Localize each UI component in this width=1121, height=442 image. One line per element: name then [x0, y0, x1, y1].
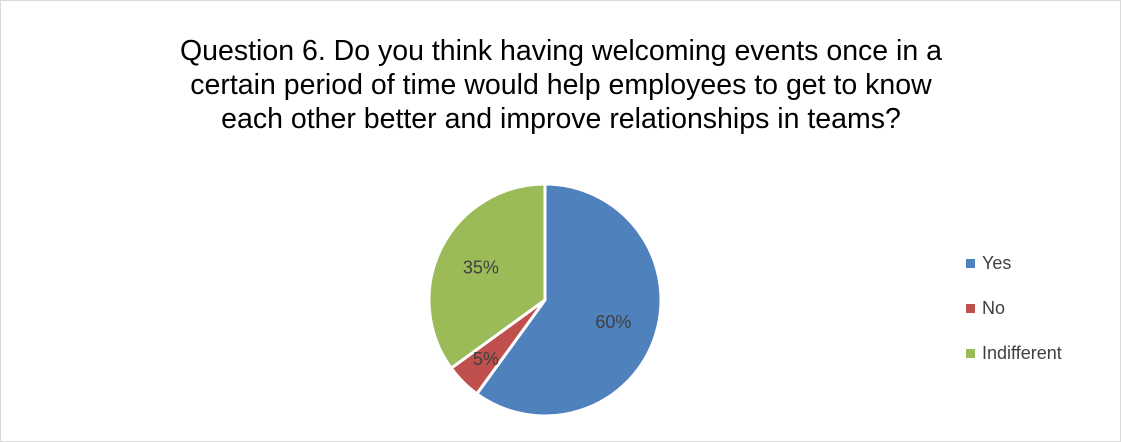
legend-swatch-no: [966, 304, 975, 313]
data-label-no: 5%: [473, 349, 499, 369]
pie-slice-indifferent: [427, 182, 547, 370]
data-label-indifferent: 35%: [463, 257, 499, 277]
legend: Yes No Indifferent: [966, 241, 1062, 376]
legend-item-yes: Yes: [966, 241, 1062, 286]
pie-slice-yes: [475, 182, 663, 418]
legend-item-indifferent: Indifferent: [966, 331, 1062, 376]
legend-label-yes: Yes: [982, 253, 1012, 273]
data-label-yes: 60%: [595, 312, 631, 332]
legend-swatch-yes: [966, 259, 975, 268]
legend-item-no: No: [966, 286, 1062, 331]
legend-swatch-indifferent: [966, 349, 975, 358]
legend-label-indifferent: Indifferent: [982, 343, 1062, 363]
chart-title: Question 6. Do you think having welcomin…: [179, 35, 943, 135]
legend-label-no: No: [982, 298, 1006, 318]
